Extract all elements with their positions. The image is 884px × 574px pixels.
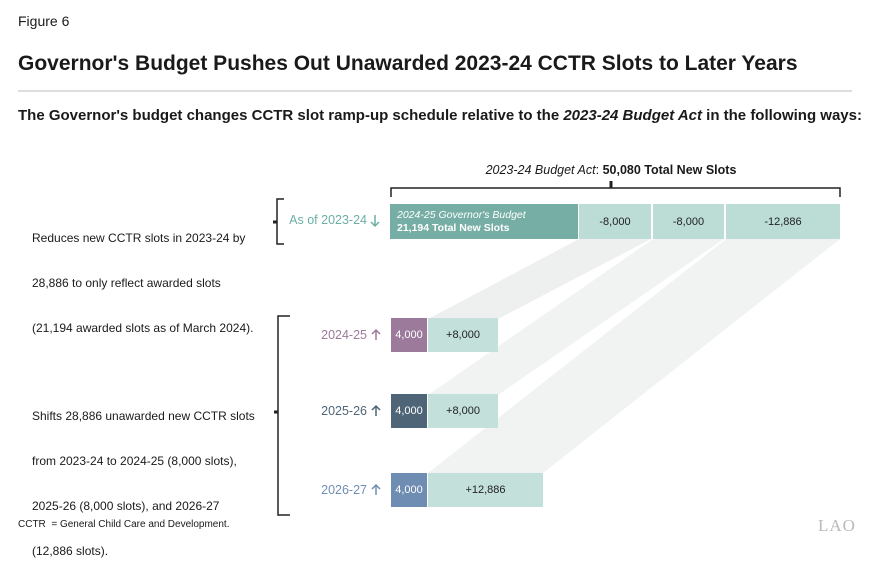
page: {"figure_label": "Figure 6", "title": "G…	[18, 13, 862, 558]
segment-label: 2024-25 Governor's Budget	[397, 209, 526, 221]
act-separator: :	[595, 163, 603, 177]
connectors	[18, 90, 852, 516]
intro-end: in the following ways:	[701, 107, 862, 124]
act-total: 50,080 Total New Slots	[602, 163, 737, 177]
added-box: +12,886	[428, 473, 543, 507]
title: Governor's Budget Pushes Out Unawarded 2…	[18, 52, 798, 75]
year-label: 2025-26	[321, 404, 367, 418]
base-box: 4,000	[391, 394, 427, 428]
reduction-note: Reduces new CCTR slots in 2023-24 by 28,…	[32, 201, 253, 351]
note-line: from 2023-24 to 2024-25 (8,000 slots),	[32, 454, 237, 468]
logo: LAO	[818, 516, 856, 535]
figure-label: Figure 6	[18, 13, 70, 29]
note-line: Shifts 28,886 unawarded new CCTR slots	[32, 409, 255, 423]
shift-note: Shifts 28,886 unawarded new CCTR slots f…	[32, 379, 255, 574]
year-label: 2026-27	[321, 483, 367, 497]
base-box: 4,000	[391, 318, 427, 352]
shift-bracket	[274, 315, 290, 516]
intro: The Governor's budget changes CCTR slot …	[18, 107, 862, 124]
note-line: 28,886 to only reflect awarded slots	[32, 276, 221, 290]
intro-emphasis: 2023-24 Budget Act	[563, 107, 702, 124]
note-line: 2025-26 (8,000 slots), and 2026-27	[32, 499, 220, 513]
segment: -12,886	[726, 204, 840, 239]
as-of-label: As of 2023-24	[289, 213, 367, 227]
added-box: +8,000	[428, 318, 498, 352]
shift-band	[428, 239, 724, 395]
year-label: 2024-25	[321, 328, 367, 342]
segment-detail: 21,194 Total New Slots	[397, 222, 510, 234]
footnote: CCTR = General Child Care and Developmen…	[18, 519, 230, 530]
reduction-bracket	[273, 198, 284, 245]
note-line: (12,886 slots).	[32, 544, 109, 558]
segment: -8,000	[653, 204, 724, 239]
note-line: (21,194 awarded slots as of March 2024).	[32, 321, 254, 335]
total-bracket	[390, 181, 841, 197]
shift-band	[428, 239, 651, 319]
note-line: Reduces new CCTR slots in 2023-24 by	[32, 231, 246, 245]
intro-text: The Governor's budget changes CCTR slot …	[18, 107, 564, 124]
segment: -8,000	[579, 204, 651, 239]
base-box: 4,000	[391, 473, 427, 507]
added-box: +8,000	[428, 394, 498, 428]
shift-band	[428, 239, 840, 473]
segment: 2024-25 Governor's Budget 21,194 Total N…	[390, 204, 578, 239]
act-name: 2023-24 Budget Act	[485, 163, 596, 177]
arrows	[370, 215, 381, 495]
budget-act-label: 2023-24 Budget Act: 50,080 Total New Slo…	[400, 163, 822, 177]
